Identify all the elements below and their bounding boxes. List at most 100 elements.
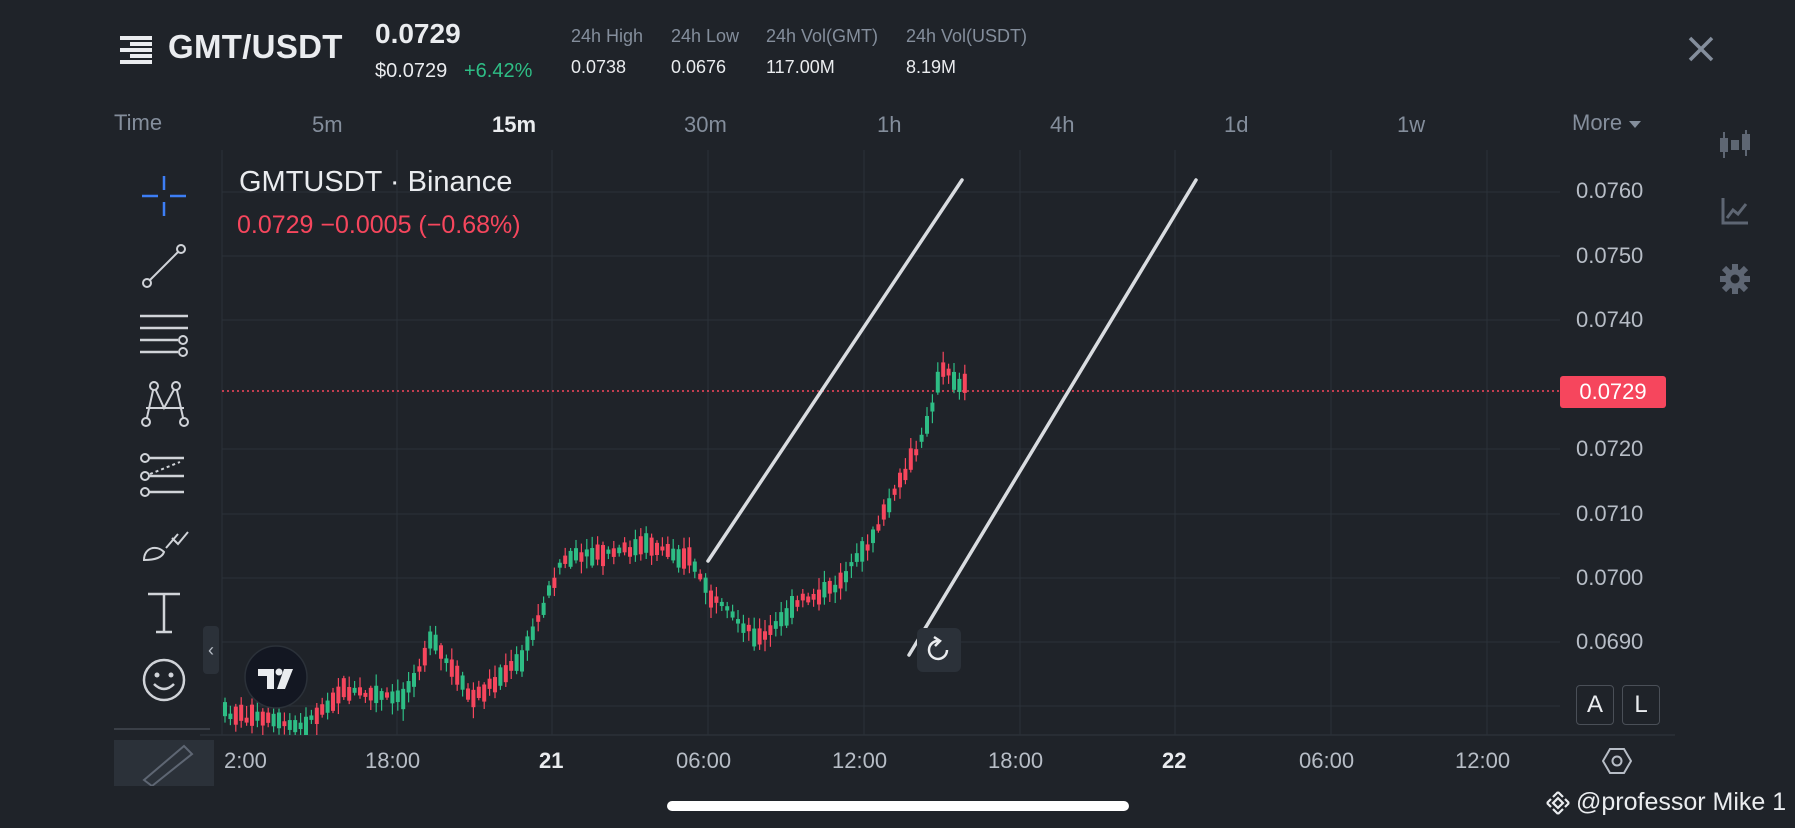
binance-logo-icon: [1546, 791, 1570, 815]
candle-body: [325, 700, 330, 713]
chart-grid: [221, 150, 1560, 735]
candles-icon[interactable]: [1718, 128, 1752, 162]
log-scale-button[interactable]: L: [1622, 685, 1660, 725]
more-dropdown[interactable]: More: [1572, 110, 1642, 136]
text-icon[interactable]: [138, 586, 190, 638]
y-tick: 0.0700: [1576, 565, 1644, 590]
reset-chart-icon[interactable]: [917, 628, 961, 672]
candle-body: [768, 625, 773, 635]
candle-body: [941, 362, 946, 377]
candle-body: [757, 628, 762, 645]
candle-body: [790, 595, 794, 618]
candle-body: [849, 562, 854, 567]
candle-body: [919, 434, 924, 442]
candle-body: [412, 673, 416, 687]
candle-body: [871, 529, 875, 544]
candle-body: [487, 678, 492, 689]
candle-body: [552, 577, 557, 588]
candle-body: [498, 667, 503, 686]
candle-body: [331, 692, 335, 711]
emoji-icon[interactable]: [138, 654, 190, 706]
candle-body: [644, 533, 649, 553]
stat-low-value: 0.0676: [671, 57, 727, 77]
collapse-toolbar-button[interactable]: ‹: [203, 626, 219, 674]
candle-body: [304, 716, 308, 735]
more-label: More: [1572, 110, 1623, 135]
candle-body: [649, 537, 654, 556]
drawn-trend-line-upper[interactable]: [706, 178, 964, 563]
brush-icon[interactable]: [138, 518, 190, 570]
candle-body: [228, 713, 233, 720]
gear-icon[interactable]: [1719, 263, 1751, 295]
candle-body: [838, 572, 843, 589]
candle-body: [449, 659, 454, 677]
stat-vol-usdt-value: 8.19M: [906, 57, 957, 77]
fib-icon[interactable]: [138, 448, 190, 500]
y-tick: 0.0690: [1576, 629, 1644, 654]
horizontal-lines-icon[interactable]: [138, 308, 190, 360]
candle-body: [892, 488, 897, 495]
trend-line-icon[interactable]: [138, 240, 190, 292]
candle-body: [746, 624, 751, 632]
tab-15m[interactable]: 15m: [492, 112, 537, 137]
candle-body: [655, 542, 659, 556]
tradingview-logo-icon[interactable]: [244, 645, 308, 709]
x-tick: 22: [1162, 748, 1187, 773]
candle-body: [860, 541, 865, 562]
tab-1w[interactable]: 1w: [1397, 112, 1426, 137]
candle-body: [930, 402, 935, 412]
candle-body: [260, 711, 265, 726]
auto-scale-button[interactable]: A: [1576, 685, 1614, 725]
candle-body: [525, 636, 530, 651]
home-indicator[interactable]: [667, 801, 1129, 811]
candle-body: [665, 543, 670, 557]
candle-body: [833, 584, 838, 593]
candle-body: [239, 704, 244, 721]
candle-body: [779, 612, 784, 627]
candle-body: [233, 706, 238, 725]
candle-body: [795, 600, 800, 607]
candle-body: [536, 615, 541, 622]
drawn-trend-line-lower[interactable]: [907, 178, 1198, 657]
tab-1d[interactable]: 1d: [1224, 112, 1249, 137]
candle-body: [935, 371, 940, 393]
candle-body: [482, 684, 487, 702]
pair-title[interactable]: GMT/USDT: [168, 28, 343, 65]
candle-body: [811, 593, 816, 600]
candle-body: [547, 585, 551, 596]
candle-body: [595, 544, 600, 560]
crosshair-icon[interactable]: [138, 170, 190, 222]
y-tick: 0.0750: [1576, 243, 1644, 268]
candle-body: [773, 621, 778, 629]
indicator-icon[interactable]: [1720, 196, 1750, 226]
candle-body: [557, 562, 562, 568]
candle-body: [460, 675, 465, 690]
candle-body: [271, 713, 276, 727]
menu-icon[interactable]: [120, 34, 152, 66]
tab-5m[interactable]: 5m: [312, 112, 343, 137]
candle-body: [385, 692, 389, 698]
tab-30m[interactable]: 30m: [684, 112, 727, 137]
candle-body: [336, 686, 341, 704]
tab-4h[interactable]: 4h: [1050, 112, 1075, 137]
candle-body: [881, 504, 886, 520]
chart-settings-icon[interactable]: [1602, 746, 1632, 776]
tab-1h[interactable]: 1h: [877, 112, 902, 137]
price-change: +6.42%: [464, 60, 533, 82]
candle-body: [574, 548, 578, 561]
time-label: Time: [114, 110, 163, 135]
candle-body: [844, 571, 848, 583]
pattern-icon[interactable]: [138, 378, 190, 430]
close-icon[interactable]: [1688, 36, 1714, 62]
candle-body: [401, 688, 406, 710]
candle-body: [687, 547, 692, 566]
ruler-icon[interactable]: [114, 740, 214, 786]
x-tick: 06:00: [676, 748, 732, 773]
candlesticks: [223, 351, 967, 735]
candle-body: [363, 692, 368, 697]
candle-body: [293, 720, 298, 733]
candle-body: [471, 689, 476, 708]
candle-body: [682, 548, 686, 569]
candle-body: [741, 623, 746, 633]
